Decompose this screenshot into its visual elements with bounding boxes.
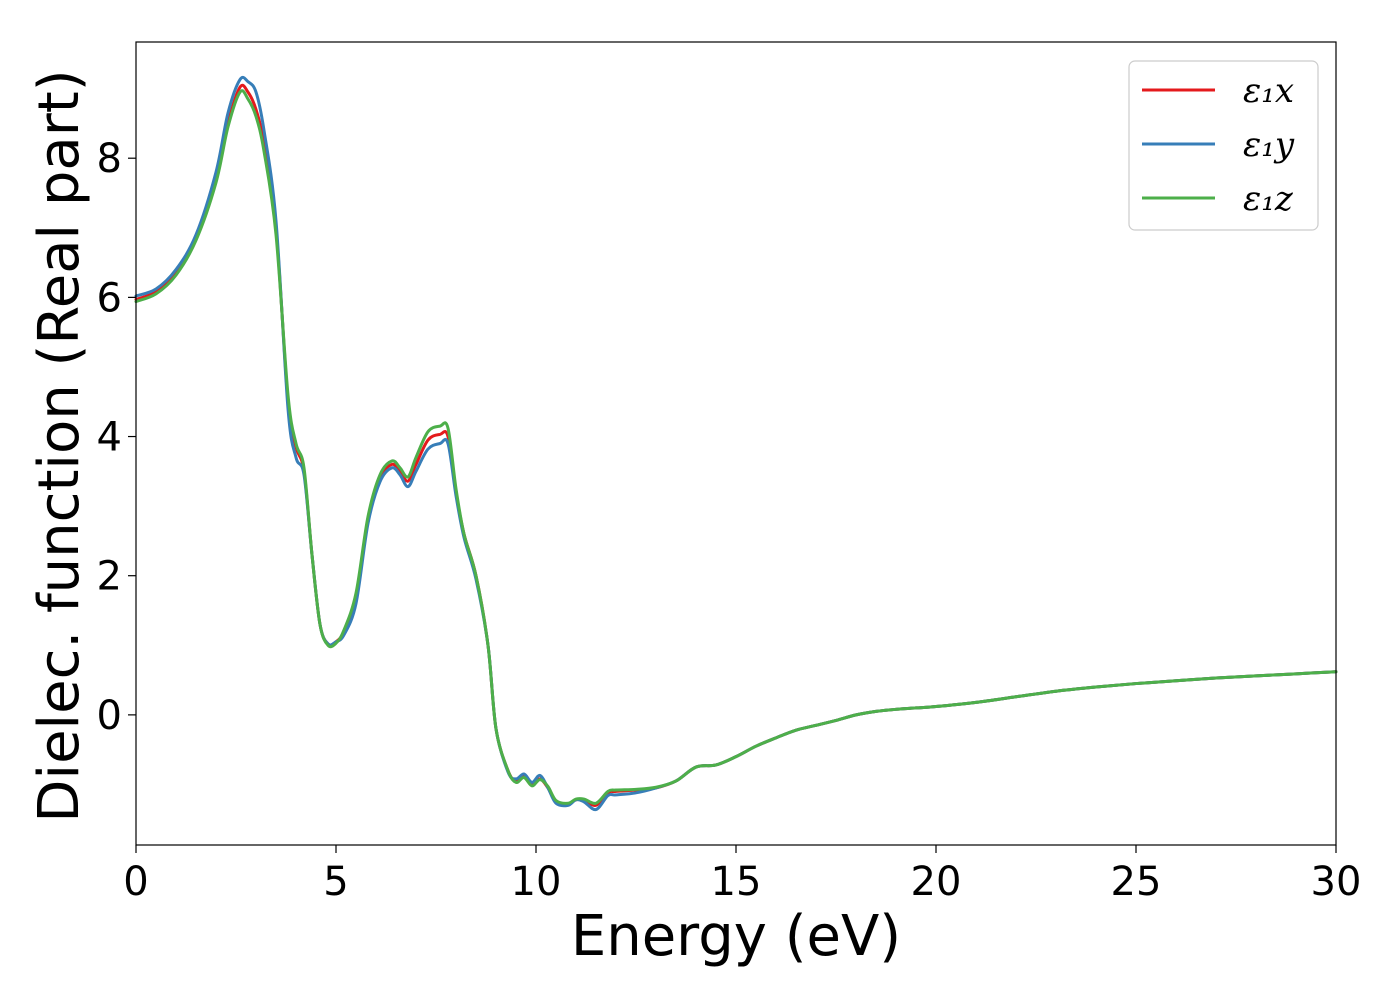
x-tick-label: 30 bbox=[1311, 859, 1362, 905]
y-tick-label: 8 bbox=[97, 136, 122, 182]
series-layer bbox=[134, 75, 1338, 812]
x-tick-label: 15 bbox=[711, 859, 762, 905]
x-tick-label: 0 bbox=[123, 859, 148, 905]
y-tick-label: 6 bbox=[97, 275, 122, 321]
legend: ε₁x ε₁y ε₁z bbox=[1128, 60, 1319, 231]
y-tick-label: 4 bbox=[97, 415, 122, 461]
y-axis: 0 2 4 6 8 bbox=[97, 136, 136, 739]
legend-label: ε₁x bbox=[1243, 71, 1294, 111]
x-tick-label: 20 bbox=[911, 859, 962, 905]
legend-box bbox=[1128, 60, 1319, 231]
legend-entry-e1x: ε₁x bbox=[1142, 71, 1294, 111]
y-tick-label: 2 bbox=[97, 554, 122, 600]
series-line-e1z bbox=[134, 89, 1338, 805]
legend-entry-e1z: ε₁z bbox=[1142, 179, 1294, 219]
legend-entry-e1y: ε₁y bbox=[1142, 125, 1295, 165]
legend-label: ε₁z bbox=[1243, 179, 1294, 219]
y-tick-label: 0 bbox=[97, 693, 122, 739]
x-axis: 0 5 10 15 20 25 30 bbox=[123, 845, 1361, 905]
x-tick-label: 25 bbox=[1111, 859, 1162, 905]
legend-label: ε₁y bbox=[1243, 125, 1295, 165]
x-tick-label: 10 bbox=[511, 859, 562, 905]
x-axis-label: Energy (eV) bbox=[571, 904, 901, 969]
x-tick-label: 5 bbox=[323, 859, 348, 905]
y-axis-label: Dielec. function (Real part) bbox=[27, 69, 92, 822]
